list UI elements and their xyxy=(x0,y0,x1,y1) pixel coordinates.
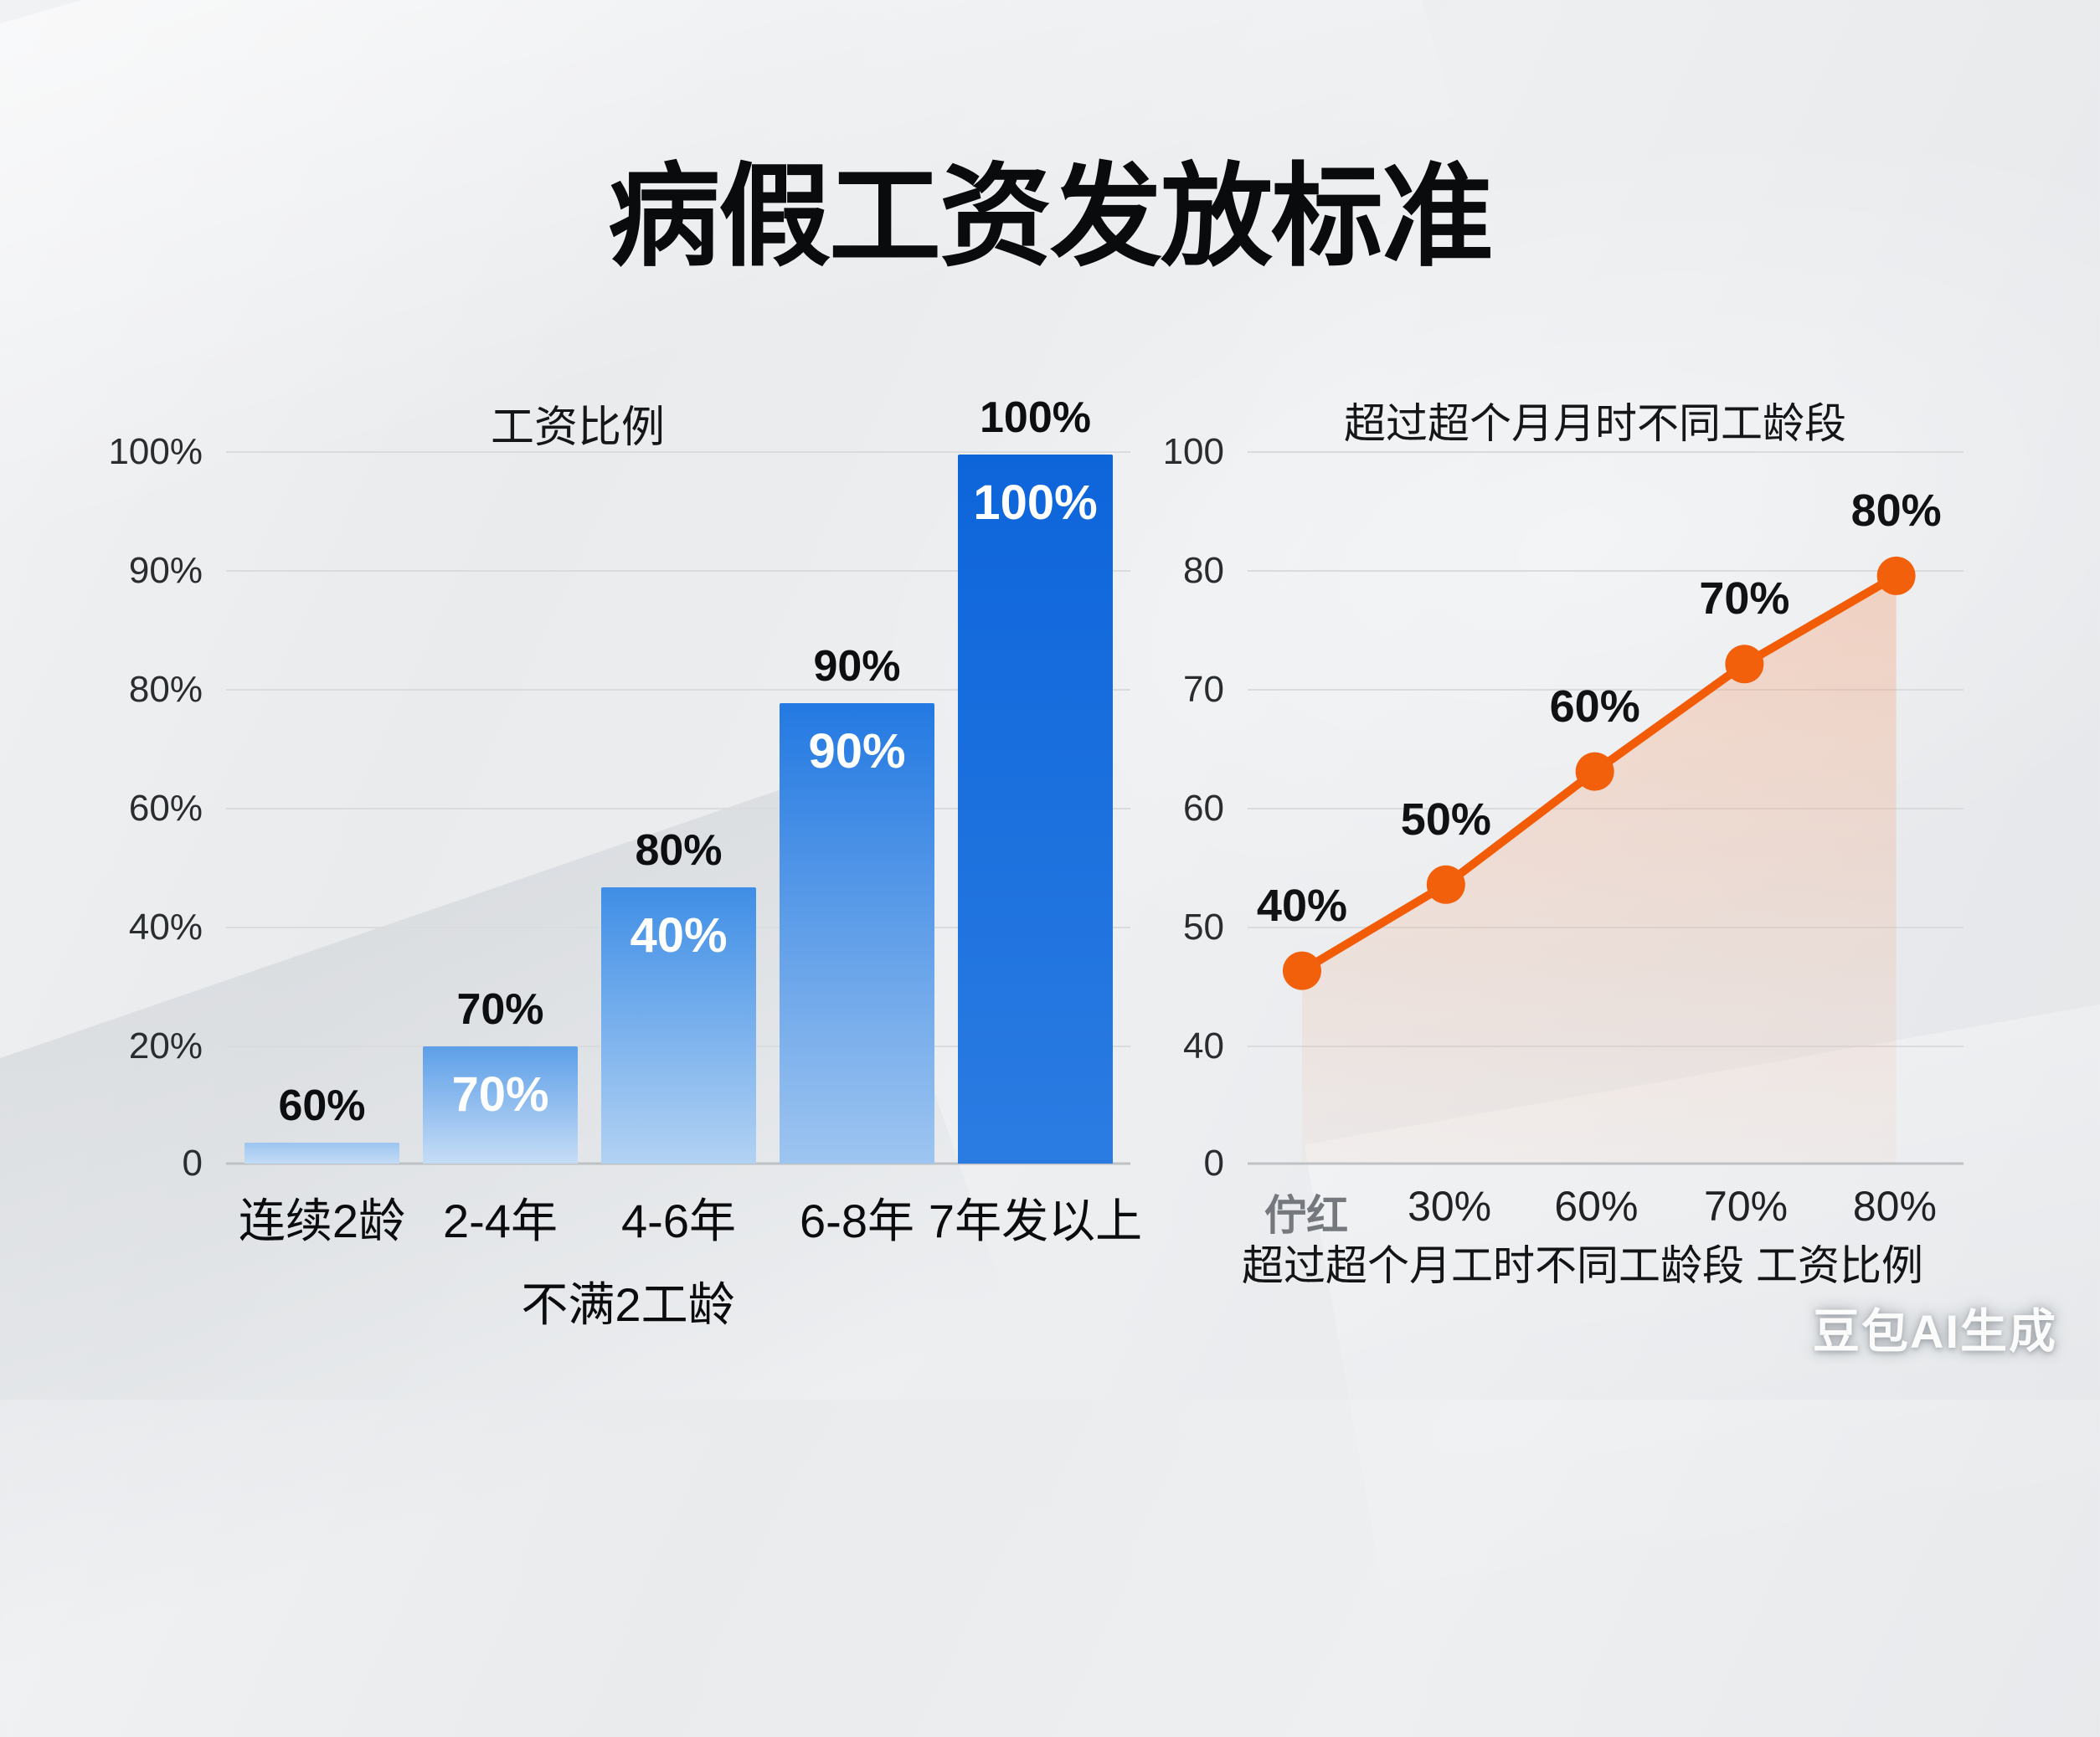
category-label: 2-4年 xyxy=(443,1195,558,1247)
gridline xyxy=(1248,570,1964,573)
y-tick: 0 xyxy=(182,1143,203,1184)
y-tick: 80% xyxy=(128,668,203,710)
y-tick: 90% xyxy=(128,550,203,592)
line-chart-caption: 超过超个月工时不同工龄段 工资比例 xyxy=(1242,1242,1923,1289)
bar-value-label: 90% xyxy=(813,642,901,691)
y-tick: 40% xyxy=(128,906,203,948)
bar: 90% 90% xyxy=(780,642,934,1164)
x-tick: 60% xyxy=(1554,1183,1639,1230)
point-value-label: 40% xyxy=(1256,880,1348,931)
y-tick: 20% xyxy=(128,1025,203,1066)
area-fill xyxy=(1301,575,1897,1164)
bar-inside-label: 100% xyxy=(973,475,1098,531)
bar: 70% 70% xyxy=(423,985,578,1164)
bar-inside-label: 70% xyxy=(451,1066,549,1122)
bar-chart-x-axis-note: 不满2工龄 xyxy=(521,1278,735,1331)
x-axis-line xyxy=(226,1162,1130,1165)
y-tick: 60% xyxy=(128,788,203,830)
x-tick: 30% xyxy=(1408,1183,1492,1230)
bar-column: 70% 70% 2-4年 xyxy=(423,452,578,1247)
gridline xyxy=(226,808,1130,810)
bar-value-label: 70% xyxy=(456,984,544,1034)
y-tick: 60 xyxy=(1183,788,1224,830)
bar-value-label: 80% xyxy=(635,826,723,876)
gridline xyxy=(226,570,1130,573)
gridline xyxy=(226,451,1130,453)
bar-inside-label: 40% xyxy=(630,908,728,964)
ai-watermark: 豆包AI生成 xyxy=(1813,1305,2057,1358)
bar-chart-plot: 100% 90% 80% 60% 40% 20% 0 60% 连续2龄 70% … xyxy=(108,393,1142,1248)
x-tick: 80% xyxy=(1852,1183,1937,1230)
gridline xyxy=(1248,451,1964,453)
bar-column: 60% 连续2龄 xyxy=(239,452,405,1248)
x-tick: 佇红 xyxy=(1264,1192,1349,1239)
x-tick: 70% xyxy=(1704,1183,1789,1230)
category-label: 7年发以上 xyxy=(928,1195,1143,1247)
y-tick: 0 xyxy=(1203,1143,1224,1184)
y-tick: 80 xyxy=(1183,550,1224,592)
data-point xyxy=(1282,951,1321,990)
y-tick: 50 xyxy=(1183,906,1224,948)
data-point xyxy=(1725,645,1764,684)
gridline xyxy=(1248,688,1964,691)
bar: 80% 40% xyxy=(601,826,756,1164)
data-point xyxy=(1426,865,1465,904)
bar-value-label: 100% xyxy=(980,393,1091,443)
line-series-svg xyxy=(1282,556,1916,1164)
bar-chart-title: 工资比例 xyxy=(490,403,665,452)
line-chart-plot: 100 80 70 60 50 40 0 40% 50% 60% 70% 80% 佇红 … xyxy=(1163,431,1964,1239)
point-value-label: 80% xyxy=(1850,485,1942,536)
y-tick: 100% xyxy=(108,431,203,472)
category-label: 4-6年 xyxy=(621,1195,736,1247)
x-axis-line xyxy=(1248,1162,1964,1165)
category-label: 连续2龄 xyxy=(238,1195,406,1247)
point-value-label: 50% xyxy=(1400,794,1491,845)
data-point xyxy=(1876,556,1916,595)
bar-column: 80% 40% 4-6年 xyxy=(601,452,756,1247)
point-labels-layer: 40% 50% 60% 70% 80% xyxy=(1248,452,1964,1164)
bar-value-label: 60% xyxy=(278,1081,366,1130)
gridline xyxy=(226,688,1130,691)
bar-column: 100% 100% 7年发以上 xyxy=(929,393,1142,1247)
bar: 100% 100% xyxy=(958,393,1113,1164)
y-tick: 100 xyxy=(1162,431,1224,472)
bar: 60% xyxy=(244,1082,399,1164)
bar-column: 90% 90% 6-8年 xyxy=(780,452,934,1247)
bar-inside-label: 90% xyxy=(808,724,906,779)
category-label: 6-8年 xyxy=(800,1195,914,1247)
line-chart-title: 超过超个月月时不同工龄段 xyxy=(1344,400,1846,447)
data-point xyxy=(1575,752,1614,791)
y-tick: 70 xyxy=(1183,668,1224,710)
page-title: 病假工资发放标准 xyxy=(607,155,1494,280)
point-value-label: 70% xyxy=(1699,573,1790,624)
y-tick: 40 xyxy=(1183,1025,1224,1066)
point-value-label: 60% xyxy=(1549,681,1640,732)
